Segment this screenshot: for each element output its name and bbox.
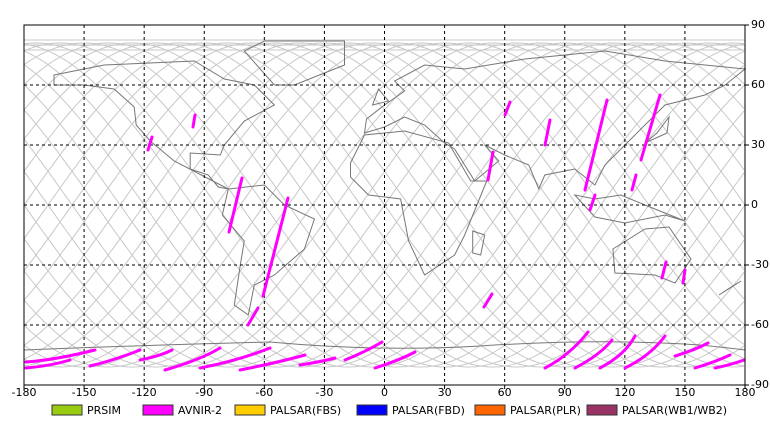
x-tick-label: -150 xyxy=(72,386,97,399)
legend-swatch xyxy=(51,404,83,416)
axes: -180 -150 -120 -90 -60 -30 0 30 60 90 120 150 180-90… xyxy=(12,18,769,399)
y-tick-label: 60 xyxy=(751,78,765,91)
track xyxy=(146,135,154,152)
track xyxy=(630,173,638,192)
y-tick-label: 0 xyxy=(751,198,758,211)
y-tick-label: -90 xyxy=(751,378,769,391)
track xyxy=(261,196,290,298)
legend-label: PRSIM xyxy=(87,404,121,417)
x-tick-label: -30 xyxy=(315,386,333,399)
track xyxy=(623,334,667,370)
coastline xyxy=(23,341,746,351)
track xyxy=(482,292,494,309)
legend-label: PALSAR(FBD) xyxy=(392,404,465,417)
x-tick-label: 90 xyxy=(558,386,572,399)
x-tick-label: 150 xyxy=(674,386,695,399)
x-tick-label: 30 xyxy=(438,386,452,399)
track xyxy=(24,358,72,370)
coastline xyxy=(350,130,488,276)
orbit-track xyxy=(23,42,745,368)
legend-swatch xyxy=(356,404,388,416)
track xyxy=(598,334,637,370)
legend-label: PALSAR(PLR) xyxy=(510,404,581,417)
track xyxy=(543,330,590,370)
legend-label: PALSAR(FBS) xyxy=(270,404,341,417)
legend: PRSIM AVNIR-2 PALSAR(FBS) PALSAR(FBD) PALSAR… xyxy=(51,404,727,417)
track xyxy=(138,348,174,362)
x-tick-label: -90 xyxy=(195,386,213,399)
acquisition-tracks xyxy=(24,93,746,372)
track xyxy=(343,340,384,362)
track xyxy=(503,100,512,117)
track xyxy=(24,348,97,364)
legend-swatch xyxy=(474,404,506,416)
track xyxy=(227,176,244,234)
coastline xyxy=(612,226,692,284)
coastline xyxy=(53,60,276,190)
x-tick-label: 60 xyxy=(498,386,512,399)
track xyxy=(163,346,222,372)
coastline xyxy=(573,194,686,224)
track xyxy=(198,346,272,370)
track xyxy=(191,113,197,129)
coastline xyxy=(644,115,670,144)
track xyxy=(486,150,495,182)
track xyxy=(238,353,307,372)
coastline xyxy=(363,50,747,191)
track xyxy=(588,193,597,212)
legend-label: PALSAR(WB1/WB2) xyxy=(622,404,727,417)
track xyxy=(373,350,417,370)
coastline xyxy=(371,88,390,106)
track xyxy=(693,353,732,370)
x-tick-label: -180 xyxy=(12,386,37,399)
x-tick-label: -60 xyxy=(255,386,273,399)
track xyxy=(673,341,710,358)
coastline xyxy=(472,230,486,256)
track xyxy=(543,118,552,147)
coastline xyxy=(718,280,742,296)
x-tick-label: 0 xyxy=(381,386,388,399)
legend-swatch xyxy=(142,404,174,416)
track xyxy=(660,260,668,280)
track xyxy=(583,98,609,192)
legend-swatch xyxy=(234,404,266,416)
legend-label: AVNIR-2 xyxy=(178,404,222,417)
y-tick-label: 30 xyxy=(751,138,765,151)
y-tick-label: -60 xyxy=(751,318,769,331)
x-tick-label: -120 xyxy=(132,386,157,399)
track xyxy=(639,93,662,162)
y-tick-label: -30 xyxy=(751,258,769,271)
track xyxy=(573,338,614,370)
track xyxy=(298,356,337,367)
track xyxy=(713,358,746,370)
track xyxy=(88,348,142,368)
x-tick-label: 120 xyxy=(614,386,635,399)
x-tick-label: 180 xyxy=(735,386,756,399)
track xyxy=(681,268,687,285)
legend-swatch xyxy=(586,404,618,416)
y-tick-label: 90 xyxy=(751,18,765,31)
track xyxy=(246,306,260,327)
